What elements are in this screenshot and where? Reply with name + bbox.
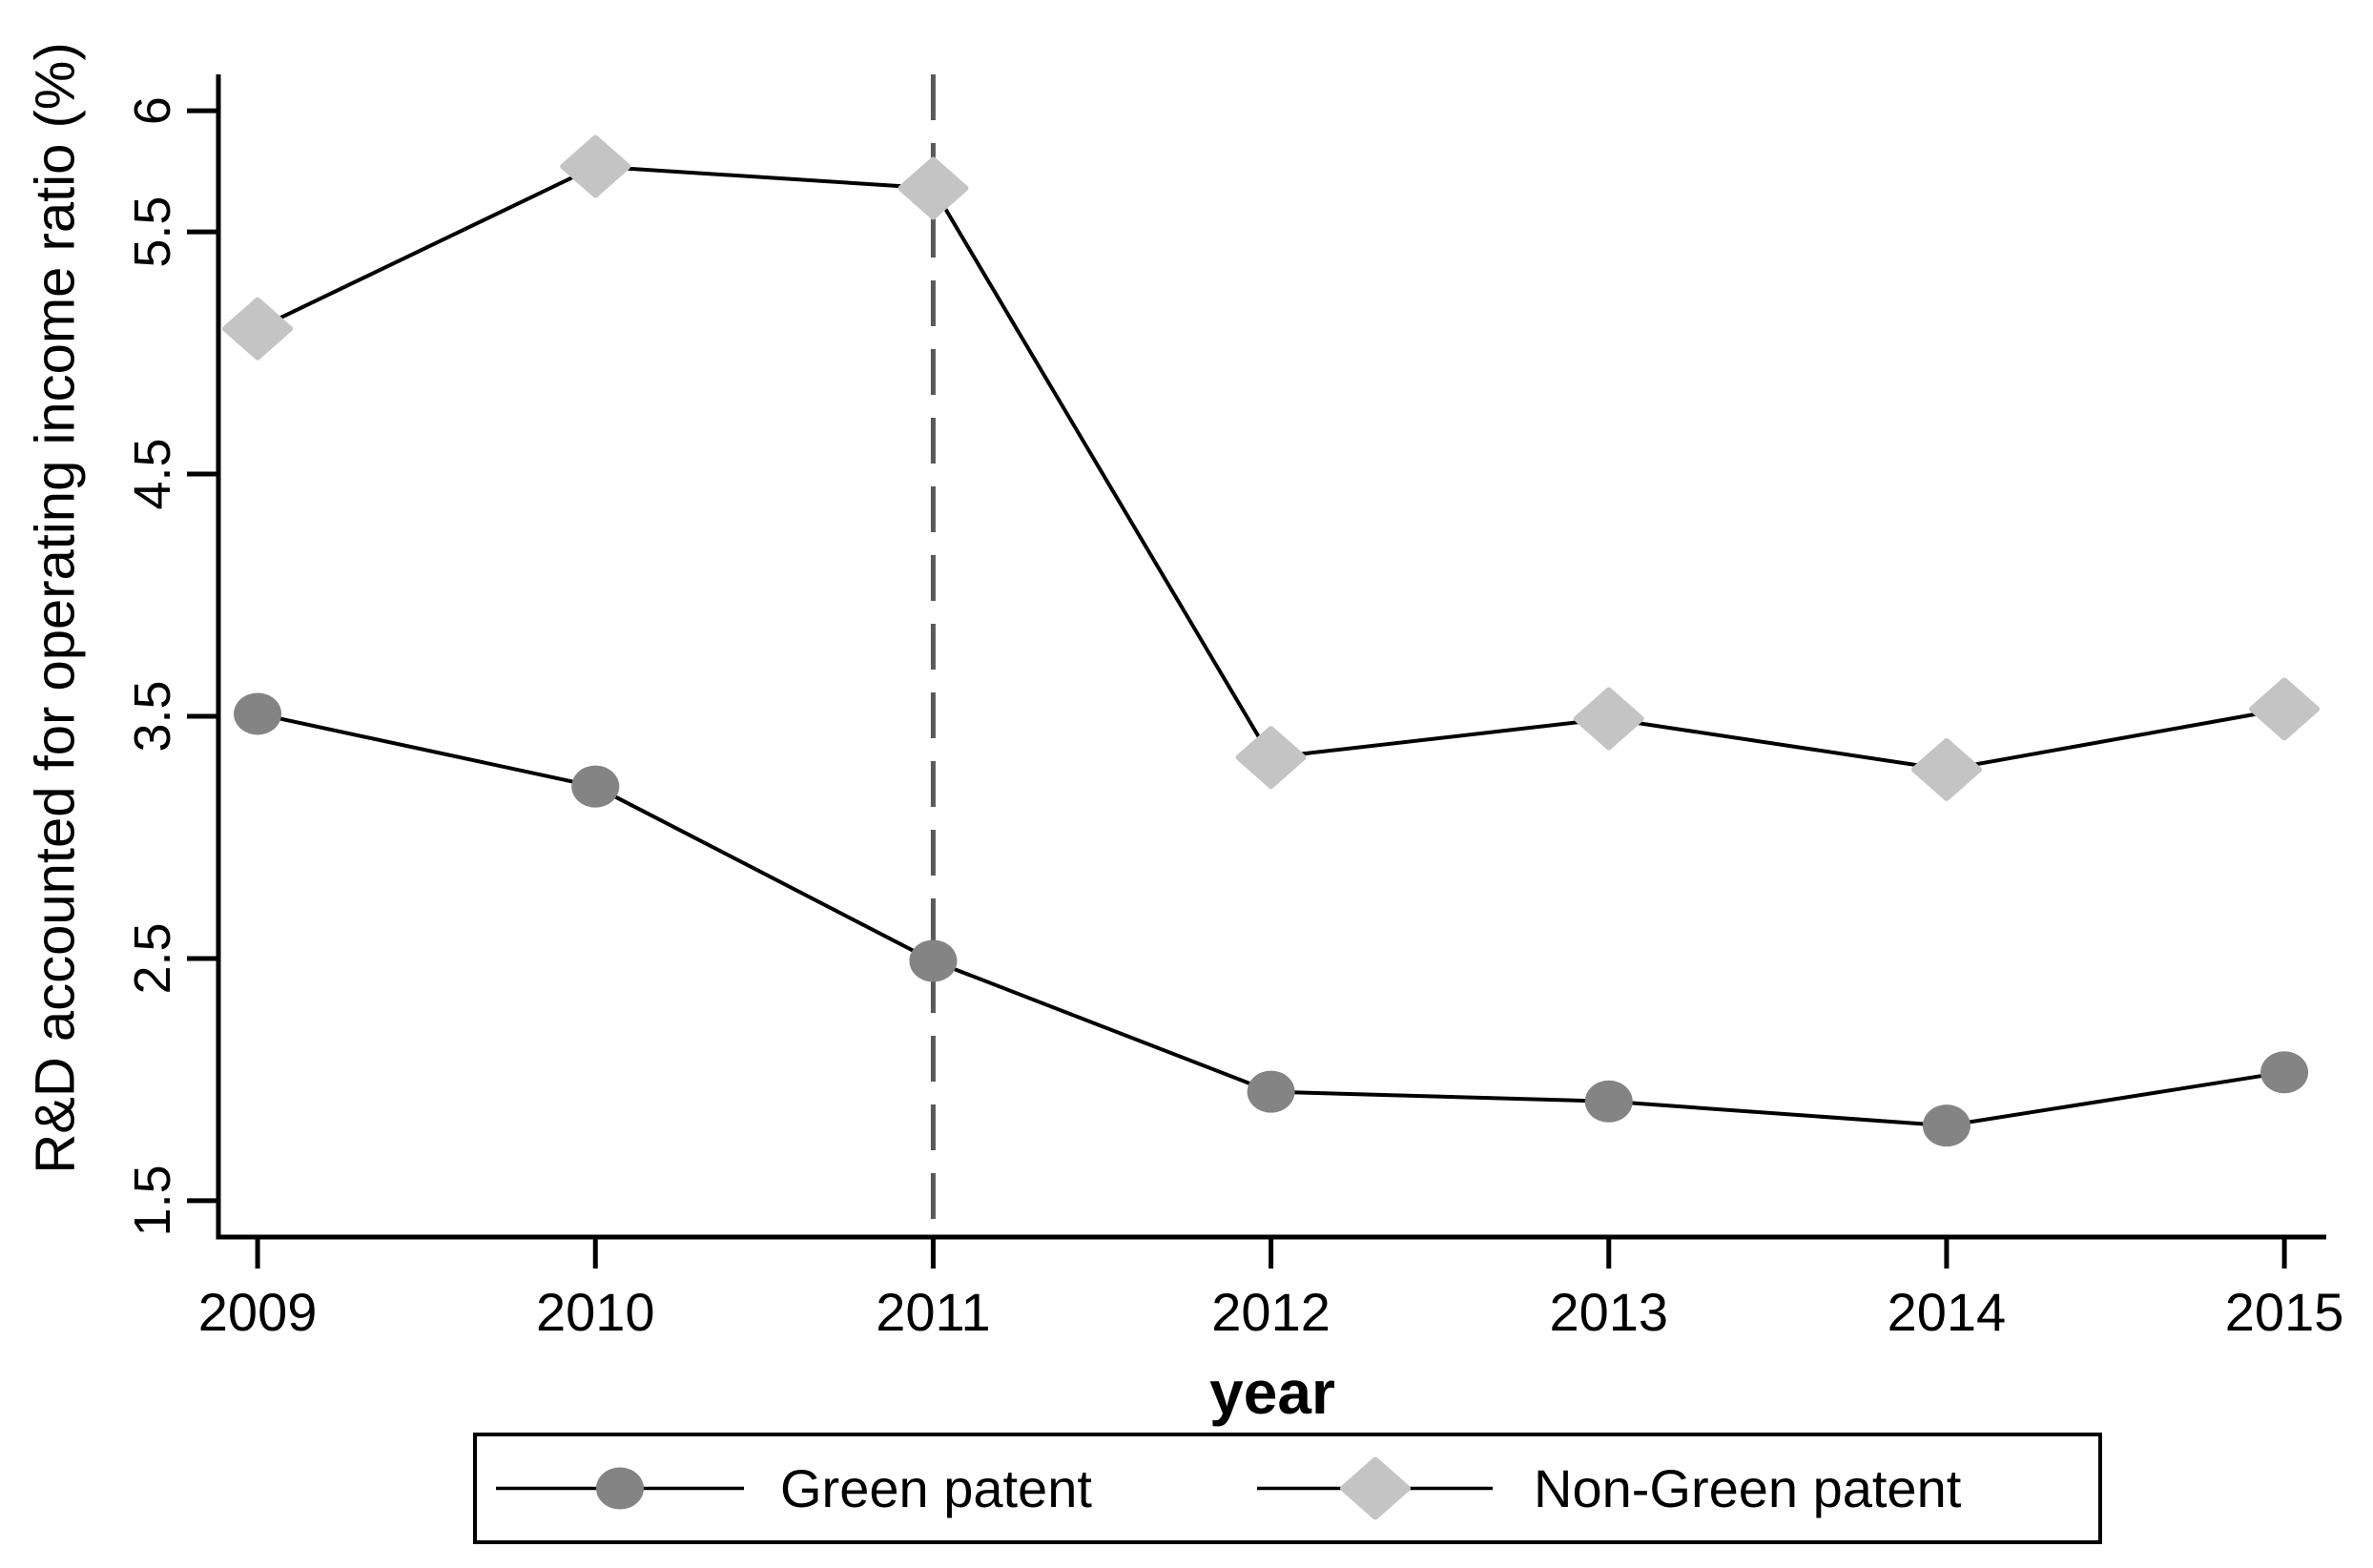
legend-circle-marker	[596, 1467, 644, 1510]
data-point-circle	[2260, 1051, 2309, 1094]
legend-label-green-patent: Green patent	[780, 1458, 1092, 1518]
series-line-diamond	[257, 164, 2285, 772]
data-point-diamond	[1235, 726, 1307, 790]
x-tick-label: 2012	[1211, 1282, 1331, 1342]
data-point-diamond	[898, 156, 969, 220]
data-point-circle	[909, 939, 958, 982]
y-tick-label: 5.5	[124, 196, 181, 268]
y-tick-label: 1.5	[124, 1165, 181, 1236]
x-tick-label: 2010	[536, 1282, 655, 1342]
x-tick-label: 2015	[2225, 1282, 2344, 1342]
legend-label-non-green-patent: Non-Green patent	[1534, 1458, 1962, 1518]
data-point-circle	[1247, 1070, 1295, 1113]
x-tick-label: 2013	[1549, 1282, 1668, 1342]
data-point-diamond	[2249, 677, 2321, 741]
data-point-diamond	[1573, 687, 1644, 751]
y-axis-title: R&D accounted for operating income ratio…	[25, 42, 87, 1173]
data-point-diamond	[1910, 737, 1982, 801]
legend-diamond-marker	[1340, 1456, 1411, 1520]
y-tick-label: 4.5	[124, 438, 181, 509]
y-tick-label: 6	[124, 96, 181, 125]
data-point-diamond	[222, 297, 294, 361]
data-point-circle	[1584, 1080, 1633, 1123]
y-tick-label: 2.5	[124, 922, 181, 994]
data-point-circle	[1922, 1104, 1971, 1147]
x-tick-label: 2014	[1888, 1282, 2007, 1342]
y-tick-label: 3.5	[124, 680, 181, 752]
x-tick-label: 2009	[198, 1282, 318, 1342]
data-point-diamond	[560, 134, 631, 198]
x-tick-label: 2011	[876, 1282, 990, 1342]
data-point-circle	[234, 692, 282, 735]
data-point-circle	[571, 765, 620, 808]
x-axis-title: year	[1209, 1358, 1335, 1427]
